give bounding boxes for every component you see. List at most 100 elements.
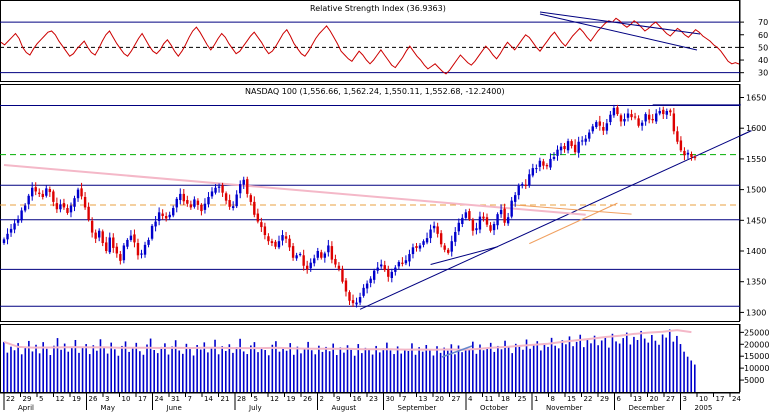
date-day-label: 26 bbox=[303, 395, 312, 403]
price-candle-body bbox=[256, 213, 260, 222]
volume-bar bbox=[654, 340, 657, 392]
volume-bar bbox=[550, 337, 553, 392]
volume-bar bbox=[683, 351, 685, 392]
volume-bar bbox=[579, 334, 582, 392]
volume-bar bbox=[28, 340, 30, 392]
volume-bar bbox=[49, 355, 52, 392]
date-month-label: September bbox=[398, 404, 437, 412]
price-candle-body bbox=[221, 185, 224, 193]
volume-bar bbox=[532, 344, 535, 392]
volume-bar bbox=[314, 354, 317, 392]
volume-bar bbox=[217, 354, 220, 392]
volume-bar bbox=[20, 354, 23, 392]
price-candle-body bbox=[260, 222, 263, 228]
volume-bar bbox=[454, 354, 456, 392]
price-candle-body bbox=[235, 194, 238, 207]
volume-bar bbox=[235, 347, 238, 392]
date-day-label: 26 bbox=[89, 395, 98, 403]
price-candle-body bbox=[387, 269, 390, 277]
volume-bar bbox=[493, 351, 496, 392]
date-day-label: 19 bbox=[72, 395, 81, 403]
volume-bar bbox=[56, 338, 59, 392]
volume-bar bbox=[421, 351, 424, 392]
price-candle-body bbox=[651, 118, 654, 121]
price-candle-body bbox=[475, 228, 478, 231]
price-candle-body bbox=[390, 271, 394, 279]
volume-bar bbox=[318, 345, 320, 392]
volume-bar bbox=[6, 352, 9, 392]
volume-bar bbox=[479, 344, 481, 392]
volume-bar bbox=[615, 341, 617, 392]
volume-bar bbox=[636, 339, 639, 392]
price-candle-body bbox=[298, 254, 302, 256]
price-candle-body bbox=[531, 168, 535, 176]
price-tick-label: 1350 bbox=[746, 278, 766, 287]
price-candle-body bbox=[27, 195, 30, 205]
price-candle-body bbox=[644, 114, 647, 122]
volume-bar bbox=[629, 344, 632, 392]
volume-bar bbox=[368, 349, 370, 392]
date-axis: 22 29 5 12 19 26 3 10 17 24 31 7 14 21 28 5 12 19 26 2 9 16 23… bbox=[0, 392, 741, 412]
price-candle-body bbox=[179, 193, 182, 201]
price-candle-body bbox=[253, 201, 256, 215]
volume-bar bbox=[665, 337, 667, 392]
price-candle-body bbox=[140, 253, 143, 255]
volume-bar bbox=[511, 353, 514, 392]
price-candle-body bbox=[517, 185, 520, 196]
price-candle-body bbox=[31, 187, 34, 197]
price-candle-body bbox=[45, 188, 48, 196]
date-day-label: 4 bbox=[468, 395, 473, 403]
volume-bar bbox=[228, 344, 231, 392]
price-candle-body bbox=[351, 300, 355, 304]
volume-average-line bbox=[3, 329, 692, 351]
price-candle-body bbox=[468, 211, 471, 220]
date-day-label: 14 bbox=[204, 395, 213, 403]
price-candle-body bbox=[157, 212, 161, 221]
volume-bar bbox=[17, 343, 19, 392]
date-day-label: 27 bbox=[452, 395, 461, 403]
volume-bar bbox=[561, 340, 564, 392]
volume-bar bbox=[13, 350, 16, 392]
volume-bar bbox=[182, 353, 184, 392]
volume-bar bbox=[142, 354, 145, 392]
price-candle-body bbox=[454, 231, 457, 242]
price-candle-body bbox=[295, 255, 298, 259]
price-candle-body bbox=[288, 238, 291, 248]
volume-bar bbox=[267, 355, 270, 392]
volume-bar bbox=[160, 346, 163, 392]
volume-bar bbox=[658, 344, 660, 392]
price-candle-body bbox=[189, 204, 193, 208]
price-candle-body bbox=[203, 203, 207, 210]
volume-bar bbox=[608, 347, 610, 392]
volume-bar bbox=[117, 355, 120, 392]
volume-bar bbox=[146, 344, 148, 392]
date-month-label: April bbox=[18, 404, 34, 412]
volume-bar bbox=[10, 346, 12, 392]
price-candle-body bbox=[616, 107, 619, 115]
volume-bar bbox=[407, 350, 410, 392]
rsi-tick-label: 50 bbox=[758, 43, 768, 52]
price-candle-body bbox=[73, 198, 76, 207]
volume-bar bbox=[210, 348, 213, 392]
volume-bar bbox=[242, 351, 245, 392]
price-candle-body bbox=[217, 186, 221, 188]
price-tick-label: 1650 bbox=[746, 94, 766, 103]
price-candle-body bbox=[669, 110, 672, 113]
date-day-label: 24 bbox=[155, 395, 164, 403]
volume-bar bbox=[651, 334, 653, 392]
volume-bar bbox=[285, 350, 288, 392]
price-candle-body bbox=[450, 241, 453, 252]
price-candle-body bbox=[83, 196, 87, 208]
volume-bar bbox=[378, 352, 381, 392]
price-candle-body bbox=[513, 195, 517, 202]
volume-bar bbox=[346, 345, 349, 392]
volume-bar bbox=[156, 353, 159, 392]
price-candle-body bbox=[76, 189, 80, 199]
volume-bar bbox=[514, 343, 517, 392]
date-day-label: 17 bbox=[716, 395, 725, 403]
price-candle-body bbox=[545, 165, 549, 167]
price-candle-body bbox=[320, 252, 323, 258]
price-candle-body bbox=[588, 132, 591, 139]
price-candle-body bbox=[665, 111, 668, 115]
volume-bar bbox=[224, 350, 227, 392]
